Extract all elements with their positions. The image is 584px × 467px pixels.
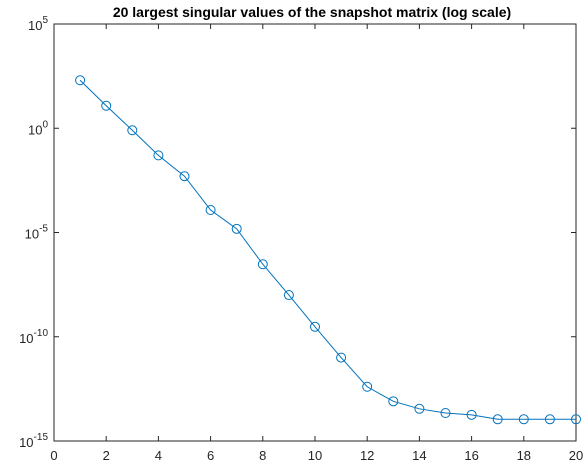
chart-title: 20 largest singular values of the snapsh… <box>113 4 511 20</box>
y-tick-label: 100 <box>28 119 48 137</box>
data-point <box>231 223 242 234</box>
y-tick-label: 10-10 <box>19 328 48 346</box>
data-point <box>544 414 555 425</box>
y-tick-label-base: 10 <box>28 122 42 137</box>
data-point <box>388 396 399 407</box>
y-tick-label-exponent: -15 <box>34 432 49 443</box>
data-point <box>518 414 529 425</box>
y-tick-label: 105 <box>28 15 48 33</box>
data-point <box>414 403 425 414</box>
x-tick-label: 14 <box>412 448 426 463</box>
x-tick-label: 20 <box>569 448 583 463</box>
y-tick-label: 10-5 <box>25 224 49 242</box>
y-tick-label-exponent: -10 <box>34 328 49 339</box>
data-point <box>205 204 216 215</box>
y-tick-label: 10-15 <box>19 432 48 450</box>
data-point <box>283 290 294 301</box>
data-point <box>492 414 503 425</box>
y-tick-label-base: 10 <box>25 227 39 242</box>
x-tick-label: 12 <box>360 448 374 463</box>
series-layer <box>75 75 581 425</box>
data-point <box>257 259 268 270</box>
data-point <box>440 408 451 419</box>
data-point <box>310 321 320 332</box>
y-tick-label-base: 10 <box>28 18 42 33</box>
x-tick-label: 6 <box>207 448 214 463</box>
y-tick-label-exponent: 0 <box>42 119 48 130</box>
data-point <box>336 352 347 363</box>
data-point <box>179 171 190 182</box>
y-tick-label-exponent: -5 <box>39 224 48 235</box>
data-point <box>362 381 373 392</box>
plot-area <box>53 23 577 442</box>
y-tick-label-exponent: 5 <box>42 15 48 26</box>
y-tick-label-base: 10 <box>19 331 33 346</box>
data-point <box>571 414 581 425</box>
x-tick-label: 8 <box>259 448 266 463</box>
x-tick-label: 2 <box>103 448 110 463</box>
x-tick-label: 10 <box>308 448 322 463</box>
x-tick-label: 16 <box>464 448 478 463</box>
x-tick-label: 4 <box>155 448 162 463</box>
data-point <box>127 125 138 136</box>
x-tick-label: 0 <box>50 448 57 463</box>
data-point <box>101 100 112 111</box>
data-point <box>75 75 86 86</box>
x-tick-label: 18 <box>517 448 531 463</box>
data-point <box>466 409 477 420</box>
data-point <box>153 150 164 161</box>
x-axis-ticks: 0 2 4 6 8 10 12 14 16 18 20 <box>50 24 583 463</box>
y-tick-label-base: 10 <box>19 435 33 450</box>
